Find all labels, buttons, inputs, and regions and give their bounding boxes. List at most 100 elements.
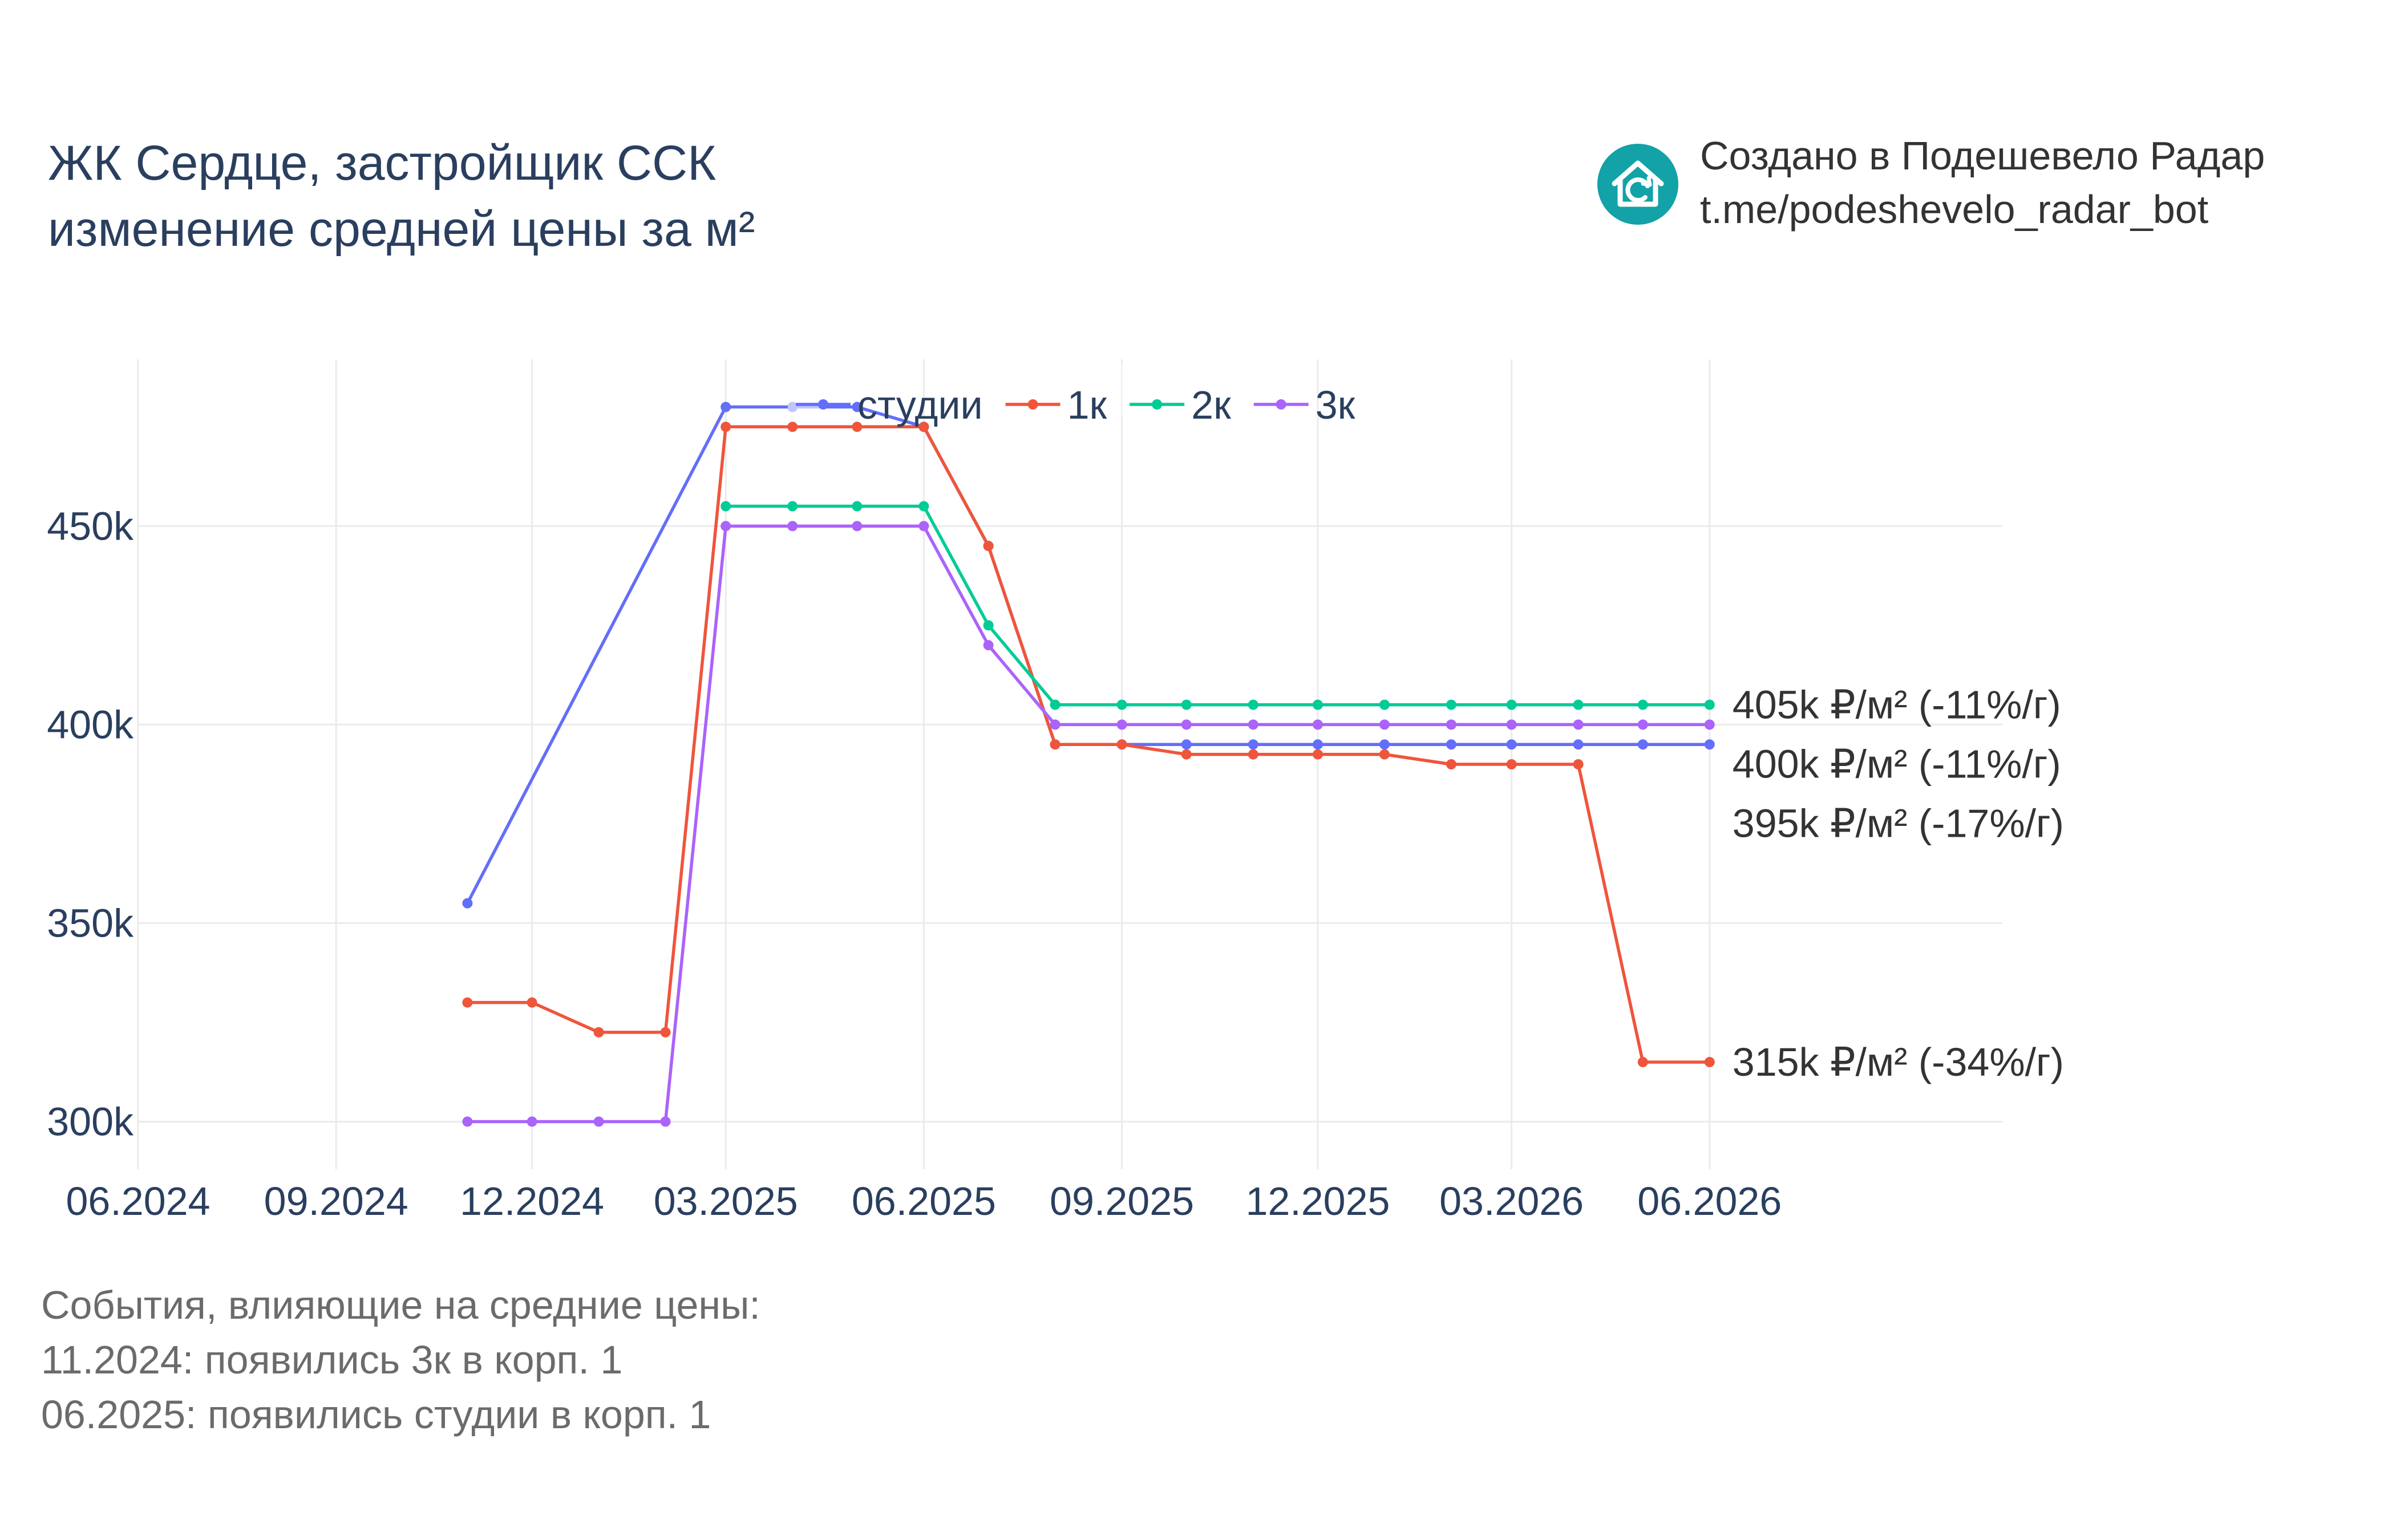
data-point	[1573, 739, 1584, 750]
data-point	[1704, 1057, 1715, 1068]
branding-line-1: Создано в Подешевело Радар	[1700, 133, 2265, 178]
series-1к	[462, 422, 1715, 1068]
x-tick-label: 06.2024	[66, 1179, 210, 1223]
data-point	[918, 521, 929, 532]
data-point	[1446, 759, 1456, 769]
legend-swatch-marker	[1276, 399, 1286, 410]
data-point	[1506, 699, 1517, 710]
data-point	[1573, 699, 1584, 710]
end-label: 405k ₽/м² (-11%/г)	[1733, 683, 2061, 727]
legend-swatch-marker	[1027, 399, 1038, 410]
data-point	[527, 997, 537, 1008]
data-point	[1181, 739, 1192, 750]
data-point	[1050, 699, 1061, 710]
data-point	[852, 501, 863, 512]
data-point	[1050, 739, 1061, 750]
legend-label: 1к	[1067, 383, 1107, 427]
data-point	[918, 422, 929, 432]
legend-item-3к[interactable]: 3к	[1245, 364, 1355, 427]
data-point	[1050, 719, 1061, 730]
legend-item-2к[interactable]: 2к	[1122, 364, 1231, 427]
data-point	[1446, 699, 1456, 710]
legend-label: студии	[857, 383, 983, 427]
data-point	[1248, 749, 1258, 760]
data-point	[721, 422, 731, 432]
data-point	[1704, 739, 1715, 750]
legend-label: 3к	[1316, 383, 1355, 427]
data-point	[1181, 719, 1192, 730]
data-point	[787, 422, 798, 432]
data-point	[1704, 699, 1715, 710]
y-tick-label: 350k	[47, 901, 134, 945]
data-point	[983, 640, 994, 651]
data-point	[1248, 739, 1258, 750]
series-line-2к	[726, 504, 1710, 707]
legend-swatch-marker	[818, 399, 828, 410]
series-3к	[462, 521, 1715, 1127]
x-tick-label: 12.2025	[1245, 1179, 1390, 1223]
series-line-3к	[467, 524, 1710, 1124]
legend-item-студии[interactable]: студии	[788, 364, 983, 427]
data-point	[1181, 749, 1192, 760]
events-note: События, влияющие на средние цены: 11.20…	[41, 1278, 760, 1442]
data-point	[1379, 739, 1390, 750]
house-refresh-icon	[1597, 144, 1678, 225]
data-point	[721, 501, 731, 512]
data-point	[1506, 719, 1517, 730]
x-tick-label: 03.2026	[1439, 1179, 1584, 1223]
y-axis-ticks: 300k 350k 400k 450k	[47, 504, 134, 1144]
data-point	[983, 620, 994, 631]
data-point	[1446, 739, 1456, 750]
data-point	[1181, 699, 1192, 710]
data-point	[1506, 739, 1517, 750]
series-line-1к	[467, 425, 1710, 1064]
end-label: 315k ₽/м² (-34%/г)	[1733, 1040, 2064, 1084]
data-point	[1116, 719, 1127, 730]
data-point	[593, 1116, 604, 1127]
data-point	[852, 402, 863, 412]
end-labels: 405k ₽/м² (-11%/г) 400k ₽/м² (-11%/г) 395k…	[1733, 683, 2064, 1084]
data-point	[1637, 739, 1648, 750]
grid-lines	[137, 359, 2002, 1169]
data-point	[1704, 719, 1715, 730]
data-point	[1312, 739, 1323, 750]
x-tick-label: 09.2024	[264, 1179, 408, 1223]
data-point	[1506, 759, 1517, 769]
data-point	[918, 501, 929, 512]
x-tick-label: 09.2025	[1050, 1179, 1194, 1223]
y-tick-label: 300k	[47, 1099, 134, 1144]
end-label: 400k ₽/м² (-11%/г)	[1733, 742, 2061, 787]
data-point	[1312, 749, 1323, 760]
chart-title-line-2: изменение средней цены за м²	[48, 202, 755, 257]
data-point	[1312, 699, 1323, 710]
legend-swatch-marker	[1152, 399, 1163, 410]
series-студии	[462, 402, 1715, 909]
data-point	[1248, 719, 1258, 730]
legend-item-1к[interactable]: 1к	[997, 364, 1107, 427]
legend-label: 2к	[1191, 383, 1231, 427]
legend[interactable]: студии 1к 2к 3к	[788, 364, 1355, 427]
chart-title-line-1: ЖК Сердце, застройщик ССК	[48, 136, 717, 191]
data-point	[1637, 719, 1648, 730]
data-point	[1379, 719, 1390, 730]
y-tick-label: 450k	[47, 504, 134, 548]
data-point	[787, 501, 798, 512]
branding-link[interactable]: t.me/podeshevelo_radar_bot	[1700, 187, 2209, 232]
legend-backdrop	[1245, 364, 1280, 416]
y-tick-label: 400k	[47, 702, 134, 747]
legend-backdrop	[1122, 364, 1156, 416]
data-point	[787, 521, 798, 532]
data-point	[462, 898, 473, 909]
branding-text: Создано в Подешевело Радар t.me/podeshev…	[1700, 129, 2265, 236]
data-point	[852, 422, 863, 432]
event-item-2: 06.2025: появились студии в корп. 1	[41, 1392, 711, 1437]
data-point	[1573, 719, 1584, 730]
data-point	[1379, 749, 1390, 760]
chart-title: ЖК Сердце, застройщик ССК изменение сред…	[48, 130, 755, 262]
x-tick-label: 12.2024	[460, 1179, 604, 1223]
events-heading: События, влияющие на средние цены:	[41, 1283, 760, 1327]
data-point	[852, 521, 863, 532]
series-line-студии	[466, 405, 1710, 904]
data-point	[660, 1027, 671, 1038]
